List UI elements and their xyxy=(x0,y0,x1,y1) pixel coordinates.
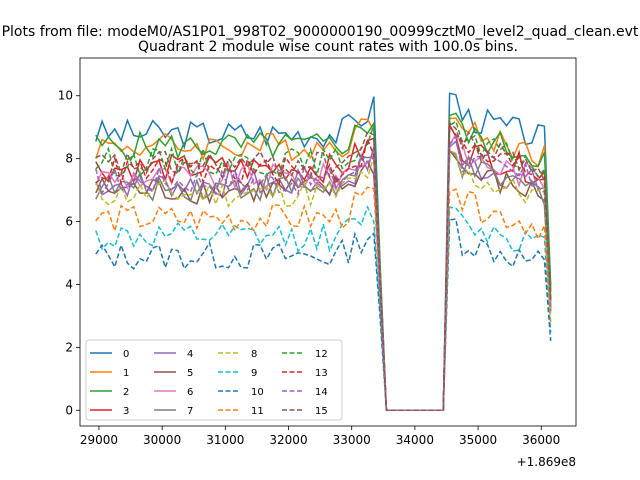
series-line-3 xyxy=(95,122,552,412)
x-tick-label: 32000 xyxy=(269,433,307,447)
legend-label: 5 xyxy=(187,368,193,379)
legend-label: 1 xyxy=(123,368,129,379)
series-line-11 xyxy=(95,186,552,412)
legend-label: 3 xyxy=(123,406,129,417)
legend-label: 7 xyxy=(187,406,193,417)
x-tick-label: 30000 xyxy=(143,433,181,447)
y-tick-label: 4 xyxy=(65,277,73,291)
series-line-12 xyxy=(95,120,552,412)
legend-label: 2 xyxy=(123,387,129,398)
chart-title: Quadrant 2 module wise count rates with … xyxy=(138,39,518,55)
x-tick-label: 31000 xyxy=(206,433,244,447)
x-tick-label: 29000 xyxy=(80,433,118,447)
series-line-9 xyxy=(95,204,552,412)
legend-label: 12 xyxy=(315,349,328,360)
legend-label: 0 xyxy=(123,349,129,360)
y-tick-label: 0 xyxy=(65,403,73,417)
legend-box xyxy=(85,339,343,421)
plot-area xyxy=(95,92,552,412)
x-tick-label: 35000 xyxy=(459,433,497,447)
y-tick-label: 2 xyxy=(65,340,73,354)
series-line-0 xyxy=(95,92,552,412)
legend-label: 6 xyxy=(187,387,193,398)
y-tick-label: 10 xyxy=(58,89,73,103)
axes: 29000 30000 31000 32000 33000 34000 35000 36000… xyxy=(58,89,561,447)
series-line-8 xyxy=(95,149,552,412)
series-line-6 xyxy=(95,133,552,412)
series-line-15 xyxy=(95,121,552,412)
x-tick-label: 33000 xyxy=(333,433,371,447)
x-tick-label: 34000 xyxy=(396,433,434,447)
y-tick-label: 6 xyxy=(65,215,73,229)
legend-label: 13 xyxy=(315,368,328,379)
legend-label: 11 xyxy=(251,406,264,417)
legend-label: 10 xyxy=(251,387,264,398)
series-line-10 xyxy=(95,218,552,412)
y-tick-label: 8 xyxy=(65,152,73,166)
series-line-14 xyxy=(95,134,552,412)
legend-label: 4 xyxy=(187,349,193,360)
legend-label: 8 xyxy=(251,349,257,360)
chart-suptitle: Plots from file: modeM0/AS1P01_998T02_90… xyxy=(2,24,639,40)
legend-label: 14 xyxy=(315,387,328,398)
plot-frame xyxy=(79,57,577,427)
x-offset-label: +1.869e8 xyxy=(517,455,576,469)
legend-label: 9 xyxy=(251,368,257,379)
x-tick-label: 36000 xyxy=(522,433,560,447)
legend-label: 15 xyxy=(315,406,328,417)
series-line-2 xyxy=(95,112,552,412)
